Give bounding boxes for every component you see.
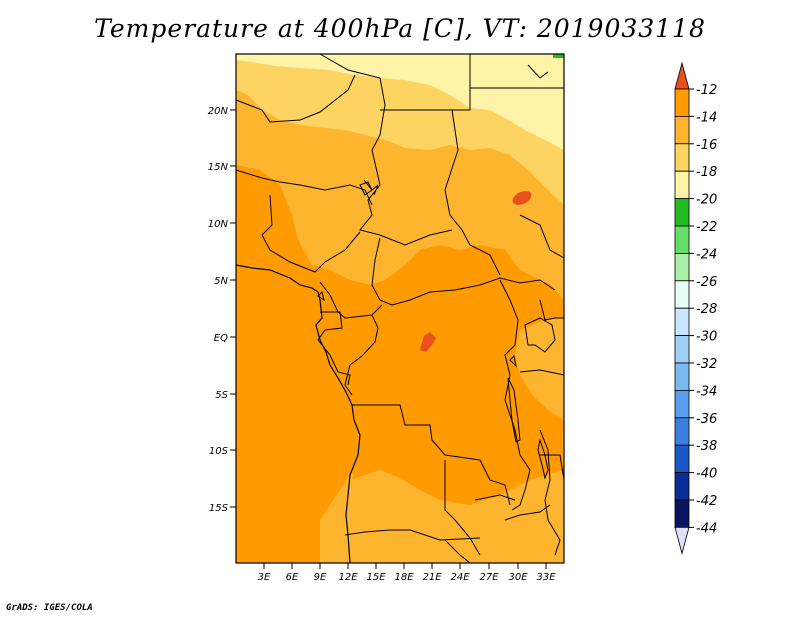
- lon-label: 9E: [314, 572, 327, 583]
- colorbar-label: -14: [696, 110, 717, 125]
- colorbar-box: [674, 472, 690, 501]
- colorbar-label: -32: [696, 357, 717, 372]
- lat-label: 10S: [209, 446, 229, 457]
- boundary-car-drc: [371, 237, 556, 306]
- lon-label: 27E: [479, 572, 499, 583]
- boundary-malawi: [539, 429, 561, 556]
- lon-label: 18E: [394, 572, 414, 583]
- colorbar-label: -24: [696, 247, 717, 262]
- colorbar-box: [674, 417, 690, 446]
- lon-label: 15E: [366, 572, 386, 583]
- coastline-west: [235, 264, 361, 564]
- colorbar-box: [674, 444, 690, 474]
- boundary-botswana: [444, 539, 471, 564]
- colorbar-box: [674, 499, 690, 528]
- lake-chad: [359, 181, 373, 196]
- lake-malawi: [537, 438, 549, 480]
- boundary-drc-east: [499, 279, 531, 511]
- colorbar-label: -36: [696, 412, 717, 427]
- lat-label: 10N: [208, 219, 229, 230]
- colorbar: -12 -14 -16 -18 -20 -22 -24 -26 -28 -30 -32 -34 -36 -…: [674, 61, 717, 555]
- lon-label: 24E: [450, 572, 470, 583]
- colorbar-label: -42: [696, 494, 717, 509]
- colorbar-box: [674, 88, 690, 117]
- colorbar-label: -20: [696, 193, 717, 208]
- lat-label: 15N: [208, 162, 229, 173]
- colorbar-box: [674, 335, 690, 364]
- colorbar-box: [674, 225, 690, 254]
- lon-label: 6E: [286, 572, 299, 583]
- lon-label: 12E: [338, 572, 358, 583]
- colorbar-label: -34: [696, 384, 717, 399]
- colorbar-label: -18: [696, 165, 717, 180]
- colorbar-box: [674, 198, 690, 227]
- boundary-nile-sudan: [363, 179, 379, 196]
- lon-label: 33E: [536, 572, 556, 583]
- boundary-gabon: [317, 311, 351, 386]
- temp-band-16-south: [350, 470, 564, 563]
- grads-credit: GrADS: IGES/COLA: [6, 603, 93, 613]
- colorbar-box: [674, 280, 690, 309]
- lake-volta: [317, 291, 325, 302]
- colorbar-box: [674, 252, 690, 282]
- boundary-angola-namibia: [344, 529, 481, 541]
- colorbar-top-arrow: [674, 61, 690, 90]
- boundary-niger-north: [235, 74, 356, 123]
- colorbar-label: -16: [696, 138, 717, 153]
- temp-band-20: [236, 54, 564, 150]
- lake-kivu: [509, 354, 517, 368]
- lat-label: 5N: [214, 276, 228, 287]
- colorbar-label: -30: [696, 330, 717, 345]
- lat-label: EQ: [214, 333, 228, 344]
- boundary-nigeria-cameroon: [261, 194, 361, 273]
- lon-label: 21E: [422, 572, 442, 583]
- colorbar-box: [674, 170, 690, 199]
- lat-label: 20N: [208, 106, 229, 117]
- colorbar-bottom-arrow: [674, 527, 690, 555]
- colorbar-box: [674, 116, 690, 145]
- chart-title: Temperature at 400hPa [C], VT: 201903311…: [94, 14, 706, 43]
- colorbar-label: -26: [696, 275, 717, 290]
- warm-spot-north: [512, 191, 532, 205]
- lakes: [317, 181, 556, 480]
- boundary-zimbabwe: [504, 504, 551, 521]
- colorbar-label: -22: [696, 220, 717, 235]
- boundary-uganda-kenya: [539, 299, 564, 321]
- colorbar-box: [674, 362, 690, 391]
- boundary-drc-angola: [352, 404, 511, 506]
- lat-label: 5S: [215, 390, 228, 401]
- colorbar-label: -28: [696, 302, 717, 317]
- lon-label: 30E: [508, 572, 528, 583]
- boundary-ethiopia: [527, 64, 549, 79]
- lat-label: 15S: [209, 503, 229, 514]
- colorbar-box: [674, 143, 690, 172]
- lon-label: 3E: [258, 572, 271, 583]
- colorbar-label: -44: [696, 521, 717, 536]
- country-boundaries: [235, 53, 565, 564]
- boundary-zambia-mozambique: [540, 454, 565, 481]
- boundary-tanzania: [519, 369, 565, 376]
- boundary-ssudan: [519, 214, 565, 259]
- lon-axis: 3E 6E 9E 12E 15E 18E 21E 24E 27E 30E 33E: [258, 563, 556, 583]
- lake-victoria: [524, 317, 556, 353]
- boundary-zambia-inner: [474, 494, 516, 501]
- boundary-chad-sudan: [444, 109, 501, 276]
- warm-spot-center: [420, 332, 436, 352]
- colorbar-label: -38: [696, 439, 717, 454]
- map-frame: [235, 53, 565, 564]
- boundary-cameroon-congo: [319, 281, 383, 319]
- lat-axis: 20N 15N 10N 5N EQ 5S 10S 15S: [208, 106, 236, 514]
- boundary-angola-zambia: [444, 460, 481, 556]
- boundary-congo-drc: [344, 314, 379, 396]
- colorbar-label: -40: [696, 467, 717, 482]
- colorbar-label: -12: [696, 83, 717, 98]
- lake-tanganyika: [507, 377, 521, 443]
- colorbar-box: [674, 307, 690, 337]
- boundary-libya-chad: [319, 53, 386, 151]
- colorbar-box: [674, 389, 690, 419]
- cold-spot-green: [553, 54, 564, 58]
- boundary-egypt-sudan: [380, 54, 471, 111]
